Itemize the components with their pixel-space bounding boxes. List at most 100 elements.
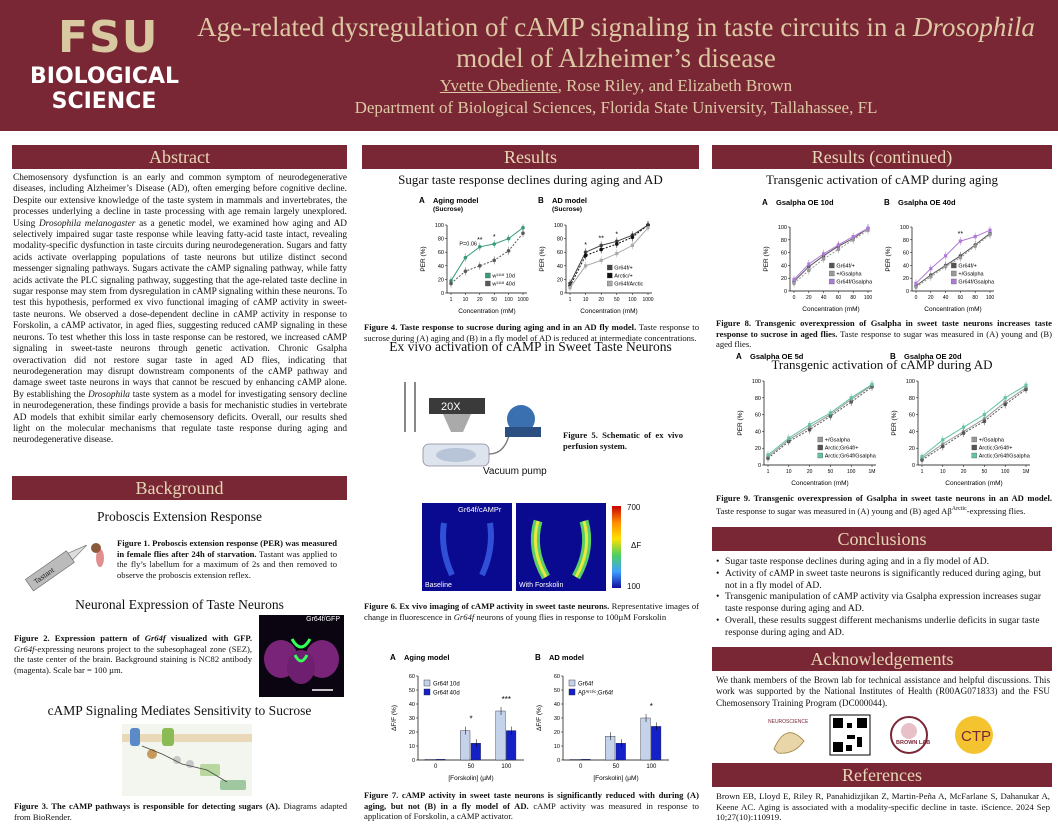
fsu-logo: FSU xyxy=(58,12,159,63)
data-point xyxy=(521,231,525,235)
y-tick-label: 100 xyxy=(752,379,761,385)
chart-title: Gsalpha OE 5d xyxy=(750,352,804,361)
y-tick-label: 0 xyxy=(557,758,560,764)
first-author: Yvette Obediente xyxy=(439,76,558,95)
qr-code-icon xyxy=(829,714,871,756)
data-point xyxy=(792,277,796,282)
data-point xyxy=(615,251,619,256)
figure-8b-chart: B Gsalpha OE 40d 0 20 40 60 80 100 PER (%) Concen… xyxy=(884,198,995,313)
x-tick-label: 1M xyxy=(1023,469,1030,475)
conclusions-heading: Conclusions xyxy=(712,527,1052,551)
significance-star: * xyxy=(650,702,653,711)
legend-entry: Aβᴬʳᶜᵗⁱᶜ;Gr64f xyxy=(578,689,613,697)
legend-entry: +/Gsalpha xyxy=(825,438,851,444)
data-point xyxy=(943,264,948,269)
legend-entry: w¹¹¹⁸ 10d xyxy=(491,273,515,280)
data-point xyxy=(941,438,945,442)
brown-lab-text: BROWN LAB xyxy=(896,740,930,746)
perfusion-schematic: 20X Vacuum pump xyxy=(404,382,547,477)
x-tick-label: 100 xyxy=(847,469,856,475)
receptor-icon xyxy=(130,728,140,746)
data-point xyxy=(836,247,841,252)
y-tick-label: 40 xyxy=(903,263,909,269)
legend-swatch xyxy=(817,452,823,459)
legend-swatch xyxy=(485,272,491,279)
x-tick-label: 20 xyxy=(598,297,604,303)
y-tick-label: 60 xyxy=(755,413,761,419)
x-tick-label: 50 xyxy=(468,764,475,770)
brain-icon xyxy=(264,638,339,691)
chart-title: Gsalpha OE 20d xyxy=(904,352,962,361)
data-point xyxy=(506,249,511,253)
series-line xyxy=(569,224,649,287)
x-tick-label: 100 xyxy=(864,295,873,301)
legend-swatch xyxy=(817,436,823,443)
data-point xyxy=(584,264,588,268)
x-tick-label: 1 xyxy=(767,469,770,475)
legend-swatch xyxy=(971,444,977,451)
data-point xyxy=(615,242,619,246)
y-tick-label: 100 xyxy=(435,223,444,229)
significance-star: *** xyxy=(502,695,511,704)
y-tick-label: 80 xyxy=(909,396,915,402)
data-point xyxy=(506,236,511,241)
data-point xyxy=(870,382,874,386)
brown-lab-logo: BROWN LAB xyxy=(890,716,930,754)
per-illustration: Tastant xyxy=(24,543,104,592)
x-tick-label: 1 xyxy=(569,297,572,303)
objective-label: 20X xyxy=(441,401,461,413)
x-tick-label: 0 xyxy=(434,764,438,770)
p-value-label: P=0.06 xyxy=(459,241,477,247)
data-point xyxy=(836,243,840,247)
y-tick-label: 40 xyxy=(438,264,444,270)
y-tick-label: 0 xyxy=(758,463,761,469)
figure-7b-chart: B AD model 0 10 20 30 40 50 60 ΔF/F (%) [Forskolin… xyxy=(535,653,669,782)
data-point xyxy=(988,232,992,237)
legend-swatch xyxy=(607,280,613,287)
legend-swatch xyxy=(829,278,835,285)
ctp-logo: CTP xyxy=(955,716,993,754)
department: Department of Biological Sciences, Flori… xyxy=(354,98,878,117)
chart-title: Gsalpha OE 10d xyxy=(776,198,834,207)
x-axis-label: [Forskolin] (µM) xyxy=(448,775,493,782)
fig2-bold-i: Gr64f xyxy=(144,633,166,643)
x-tick-label: 20 xyxy=(806,295,812,301)
y-tick-label: 20 xyxy=(755,446,761,452)
x-tick-label: 100 xyxy=(628,297,637,303)
y-tick-label: 20 xyxy=(557,277,563,283)
data-point xyxy=(463,269,468,274)
biological-science-logo: BIOLOGICAL SCIENCE xyxy=(30,64,179,114)
data-point xyxy=(849,396,853,400)
y-tick-label: 0 xyxy=(441,291,444,297)
x-tick-label: 100 xyxy=(986,295,995,301)
x-tick-label: 100 xyxy=(501,764,512,770)
data-point xyxy=(1003,396,1007,400)
legend-entry: Gr64f/+ xyxy=(958,264,977,270)
abstract-heading: Abstract xyxy=(12,145,347,169)
data-point xyxy=(1003,402,1007,407)
data-point xyxy=(851,235,855,239)
x-tick-label: 1 xyxy=(450,297,453,303)
legend-swatch xyxy=(951,262,957,269)
results-heading: Results xyxy=(362,145,699,169)
results-cont-heading: Results (continued) xyxy=(712,145,1052,169)
x-axis-label: [Forskolin] (µM) xyxy=(593,775,638,782)
fig6-i: Gr64f xyxy=(453,611,475,622)
y-tick-label: 60 xyxy=(557,250,563,256)
legend-entry: +/Gsalpha xyxy=(958,272,984,278)
legend-swatch xyxy=(423,679,431,687)
data-point xyxy=(478,264,482,268)
x-tick-label: 1000 xyxy=(642,297,653,303)
data-point xyxy=(463,255,468,260)
legend-entry: Gr64f xyxy=(578,682,593,688)
exvivo-title: Ex vivo activation of cAMP in Sweet Tast… xyxy=(389,339,672,354)
series-line xyxy=(767,384,873,457)
legend-swatch xyxy=(829,262,835,269)
y-tick-label: 30 xyxy=(409,716,415,722)
significance-star: * xyxy=(469,715,472,724)
x-tick-label: 50 xyxy=(828,469,834,475)
figure-1-caption: Figure 1. Proboscis extension response (… xyxy=(117,538,337,580)
tastant-pipette-icon: Tastant xyxy=(24,544,87,592)
data-point xyxy=(973,235,977,239)
